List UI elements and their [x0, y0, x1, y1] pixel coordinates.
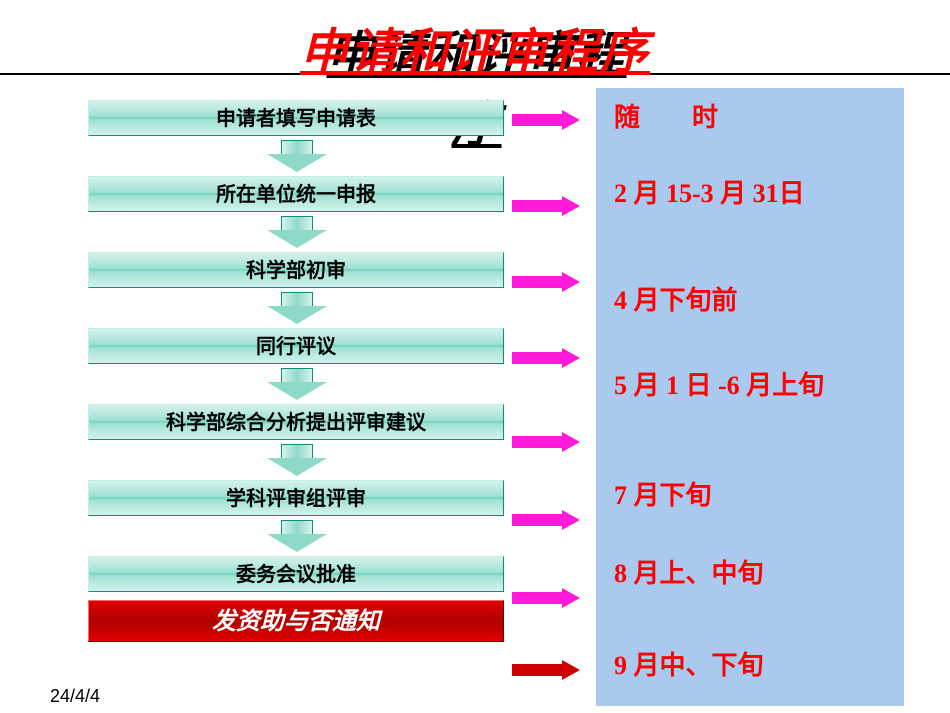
down-arrow-icon [267, 216, 327, 248]
flow-column: 申请者填写申请表 所在单位统一申报 科学部初审 同行评议 科学部综合分析提出评审… [88, 100, 506, 642]
step-box-6: 学科评审组评审 [88, 480, 504, 516]
time-label-4: 5 月 1 日 -6 月上旬 [614, 370, 904, 403]
title-wrap: 申请和评审程序 申请和评审程序 [0, 12, 950, 82]
step-text: 申请者填写申请表 [216, 108, 376, 130]
step-text: 学科评审组评审 [226, 488, 366, 510]
step-text: 同行评议 [256, 336, 336, 358]
down-arrow-icon [267, 520, 327, 552]
down-arrow-icon [267, 292, 327, 324]
page-title: 申请和评审程序 申请和评审程序 [300, 12, 650, 82]
step-box-2: 所在单位统一申报 [88, 176, 504, 212]
time-label-2: 2 月 15-3 月 31日 [614, 178, 904, 211]
right-arrow-icon [512, 432, 582, 452]
step-text: 科学部综合分析提出评审建议 [166, 412, 426, 434]
time-label-5: 7 月下旬 [614, 480, 904, 513]
step-box-5: 科学部综合分析提出评审建议 [88, 404, 504, 440]
down-arrow-icon [267, 140, 327, 172]
final-step-text: 发资助与否通知 [212, 608, 380, 635]
right-arrow-icon [512, 110, 582, 130]
right-arrow-icon [512, 510, 582, 530]
step-box-3: 科学部初审 [88, 252, 504, 288]
time-label-6: 8 月上、中旬 [614, 558, 904, 591]
step-text: 委务会议批准 [236, 564, 356, 586]
date-stamp: 24/4/4 [50, 686, 100, 707]
right-arrow-icon [512, 588, 582, 608]
final-step-box: 发资助与否通知 [88, 600, 504, 642]
down-arrow-icon [267, 444, 327, 476]
right-arrow-icon [512, 348, 582, 368]
time-label-7: 9 月中、下旬 [614, 650, 904, 683]
time-label-1: 随 时 [614, 102, 904, 135]
title-main: 申请和评审程序 [300, 26, 650, 79]
down-arrow-icon [267, 368, 327, 400]
right-arrow-icon [512, 272, 582, 292]
right-arrow-icon [512, 196, 582, 216]
step-text: 所在单位统一申报 [216, 184, 376, 206]
step-box-1: 申请者填写申请表 [88, 100, 504, 136]
step-text: 科学部初审 [246, 260, 346, 282]
right-arrow-icon-final [512, 660, 582, 680]
time-label-3: 4 月下旬前 [614, 285, 904, 318]
step-box-4: 同行评议 [88, 328, 504, 364]
step-box-7: 委务会议批准 [88, 556, 504, 592]
